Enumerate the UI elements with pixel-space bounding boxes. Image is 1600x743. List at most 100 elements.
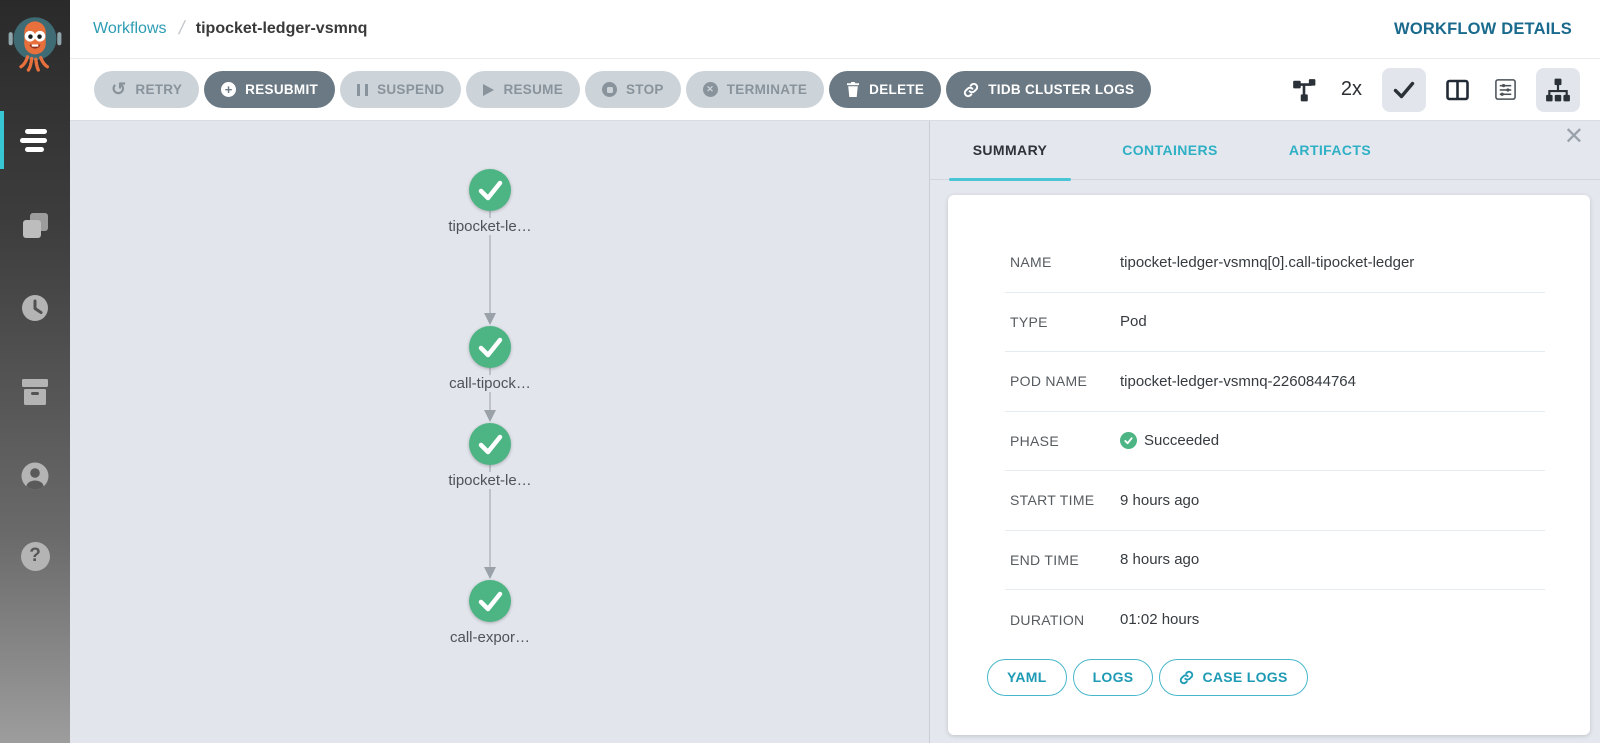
- row-value: 9 hours ago: [1120, 491, 1200, 509]
- stop-button[interactable]: STOP: [585, 71, 681, 108]
- sidebar-item-help[interactable]: ?: [0, 531, 70, 581]
- row-label: TYPE: [1010, 313, 1048, 330]
- toolbar-right-controls: 2x: [1287, 67, 1580, 112]
- graph-node-4-label: call-expor…: [447, 629, 533, 646]
- archive-box-icon: [22, 379, 48, 405]
- active-indicator: [0, 111, 4, 169]
- delete-label: DELETE: [869, 82, 925, 97]
- close-icon[interactable]: ✕: [1563, 123, 1584, 150]
- stop-circle-icon: [602, 82, 617, 97]
- case-logs-button[interactable]: CASE LOGS: [1159, 658, 1308, 696]
- table-row: DURATION 01:02 hours: [1005, 590, 1545, 650]
- page-title: WORKFLOW DETAILS: [1394, 19, 1572, 38]
- tidb-cluster-logs-button[interactable]: TIDB CLUSTER LOGS: [946, 71, 1152, 108]
- summary-card: NAME tipocket-ledger-vsmnq[0].call-tipoc…: [948, 195, 1590, 735]
- row-value: tipocket-ledger-vsmnq[0].call-tipocket-l…: [1120, 253, 1415, 271]
- phase-text: Succeeded: [1144, 432, 1220, 450]
- table-row: START TIME 9 hours ago: [1005, 471, 1545, 531]
- network-icon: [1293, 78, 1316, 101]
- sidebar-item-archived-workflows[interactable]: [0, 367, 70, 417]
- graph-node-4-succeeded[interactable]: [469, 580, 511, 622]
- trash-icon: [847, 82, 860, 97]
- pause-icon: [357, 83, 369, 96]
- templates-copy-icon: [22, 212, 48, 238]
- toggle-succeeded-button[interactable]: [1382, 67, 1426, 112]
- graph-node-2-succeeded[interactable]: [469, 326, 511, 368]
- tab-artifacts[interactable]: ARTIFACTS: [1250, 121, 1410, 179]
- tab-summary[interactable]: SUMMARY: [930, 121, 1090, 181]
- resubmit-button[interactable]: + RESUBMIT: [204, 71, 336, 108]
- sidebar-item-workflow-templates[interactable]: [0, 200, 70, 250]
- row-label: POD NAME: [1010, 373, 1088, 390]
- tab-containers[interactable]: CONTAINERS: [1090, 121, 1250, 179]
- node-check-icon: [478, 434, 503, 455]
- row-label: NAME: [1010, 254, 1052, 271]
- node-check-icon: [478, 591, 503, 612]
- sitemap-icon: [1546, 78, 1570, 101]
- breadcrumb-separator: /: [176, 18, 187, 39]
- workflow-graph-canvas[interactable]: tipocket-le… call-tipock… tipocket-le… c…: [70, 121, 930, 743]
- delete-button[interactable]: DELETE: [829, 71, 942, 108]
- tidb-cluster-logs-label: TIDB CLUSTER LOGS: [988, 82, 1135, 97]
- play-icon: [483, 83, 495, 96]
- breadcrumb-workflows-link[interactable]: Workflows: [93, 20, 167, 37]
- help-icon: ?: [20, 541, 50, 571]
- logs-label: LOGS: [1092, 669, 1134, 685]
- tab-summary-label: SUMMARY: [972, 142, 1048, 158]
- sliders-icon: [1494, 79, 1516, 100]
- stop-label: STOP: [626, 82, 664, 97]
- graph-node-3-succeeded[interactable]: [469, 423, 511, 465]
- retry-button[interactable]: ↺ RETRY: [94, 71, 200, 108]
- argo-octopus-icon: [8, 17, 62, 72]
- breadcrumb-current: tipocket-ledger-vsmnq: [195, 20, 368, 37]
- details-table: NAME tipocket-ledger-vsmnq[0].call-tipoc…: [1005, 233, 1545, 650]
- argo-logo[interactable]: [0, 6, 70, 78]
- sidebar-item-cron-workflows[interactable]: [0, 283, 70, 333]
- node-check-icon: [478, 337, 503, 358]
- table-row: TYPE Pod: [1005, 293, 1545, 352]
- terminate-label: TERMINATE: [726, 82, 808, 97]
- sidebar-item-workflows[interactable]: [0, 111, 70, 169]
- sidebar: ?: [0, 0, 70, 743]
- workflow-toolbar: ↺ RETRY + RESUBMIT SUSPEND RESUME STOP ✕…: [70, 59, 1600, 121]
- columns-icon: [1445, 79, 1469, 100]
- logs-button[interactable]: LOGS: [1072, 658, 1154, 696]
- row-value: 01:02 hours: [1120, 611, 1200, 629]
- terminate-circle-icon: ✕: [702, 82, 718, 97]
- resubmit-label: RESUBMIT: [245, 82, 319, 97]
- tab-active-underline: [949, 178, 1071, 181]
- details-tabbar: SUMMARY CONTAINERS ARTIFACTS ✕: [930, 121, 1600, 181]
- graph-node-3-label: tipocket-le…: [446, 472, 534, 489]
- split-view-button[interactable]: [1440, 68, 1474, 112]
- resume-button[interactable]: RESUME: [466, 71, 580, 108]
- table-row: PHASE Succeeded: [1005, 412, 1545, 471]
- zoom-level[interactable]: 2x: [1340, 78, 1362, 100]
- table-row: END TIME 8 hours ago: [1005, 531, 1545, 590]
- row-value: Succeeded: [1120, 432, 1220, 450]
- sidebar-item-user[interactable]: [0, 451, 70, 501]
- workflows-list-icon: [20, 128, 47, 152]
- link-icon: [964, 82, 979, 97]
- suspend-label: SUSPEND: [377, 82, 445, 97]
- link-icon: [1180, 670, 1194, 684]
- yaml-button[interactable]: YAML: [987, 658, 1067, 696]
- parameters-button[interactable]: [1488, 68, 1522, 112]
- suspend-button[interactable]: SUSPEND: [340, 71, 462, 108]
- graph-layout-icon[interactable]: [1287, 68, 1321, 112]
- row-label: DURATION: [1010, 611, 1085, 628]
- card-actions: YAML LOGS CASE LOGS: [987, 658, 1590, 696]
- node-check-icon: [478, 180, 503, 201]
- row-label: END TIME: [1010, 551, 1080, 568]
- table-row: NAME tipocket-ledger-vsmnq[0].call-tipoc…: [1005, 233, 1545, 293]
- row-label: PHASE: [1010, 432, 1059, 449]
- graph-node-1-succeeded[interactable]: [469, 169, 511, 211]
- retry-icon: ↺: [111, 78, 127, 99]
- table-row: POD NAME tipocket-ledger-vsmnq-226084476…: [1005, 352, 1545, 412]
- dag-view-button[interactable]: [1536, 67, 1580, 112]
- plus-circle-icon: +: [221, 82, 237, 97]
- row-value: Pod: [1120, 313, 1147, 331]
- user-icon: [21, 462, 49, 490]
- yaml-label: YAML: [1007, 669, 1047, 685]
- check-icon: [1393, 81, 1415, 98]
- terminate-button[interactable]: ✕ TERMINATE: [685, 71, 825, 108]
